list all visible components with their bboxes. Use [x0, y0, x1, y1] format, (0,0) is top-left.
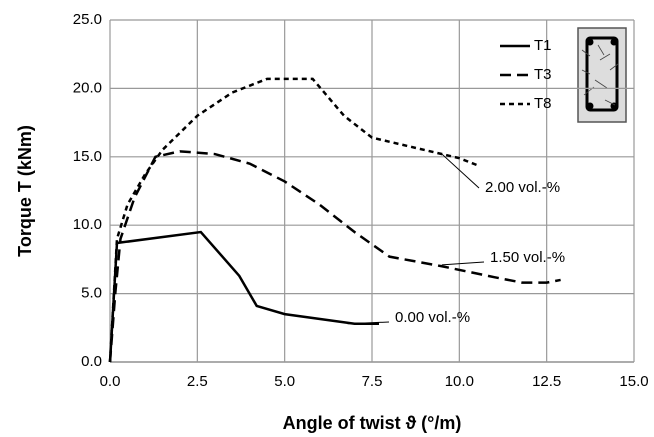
- series-line: [108, 77, 478, 363]
- y-tick-label: 0.0: [81, 353, 102, 370]
- section-icon: [577, 27, 627, 123]
- y-tick-label: 20.0: [73, 79, 102, 96]
- x-axis-title: Angle of twist ϑ (°/m): [283, 413, 462, 433]
- series-line: [108, 150, 561, 363]
- x-tick-label: 5.0: [274, 373, 295, 390]
- x-tick-label: 12.5: [532, 373, 561, 390]
- annotation-leader: [441, 261, 485, 266]
- annotation: 1.50 vol.-%: [490, 249, 565, 266]
- legend-label: T3: [534, 66, 552, 83]
- y-tick-label: 15.0: [73, 148, 102, 165]
- y-tick-label: 5.0: [81, 285, 102, 302]
- annotation-leader: [441, 153, 480, 189]
- legend-label: T1: [534, 37, 552, 54]
- annotation: 0.00 vol.-%: [395, 309, 470, 326]
- x-tick-label: 2.5: [187, 373, 208, 390]
- y-axis-title: Torque T (kNm): [15, 125, 35, 257]
- annotation: 2.00 vol.-%: [485, 179, 560, 196]
- series-line: [108, 230, 379, 363]
- legend-label: T8: [534, 95, 552, 112]
- annotation-leader: [347, 321, 390, 325]
- x-tick-label: 0.0: [100, 373, 121, 390]
- y-tick-label: 25.0: [73, 11, 102, 28]
- x-tick-label: 7.5: [362, 373, 383, 390]
- x-tick-label: 10.0: [445, 373, 474, 390]
- y-tick-label: 10.0: [73, 216, 102, 233]
- x-tick-label: 15.0: [619, 373, 648, 390]
